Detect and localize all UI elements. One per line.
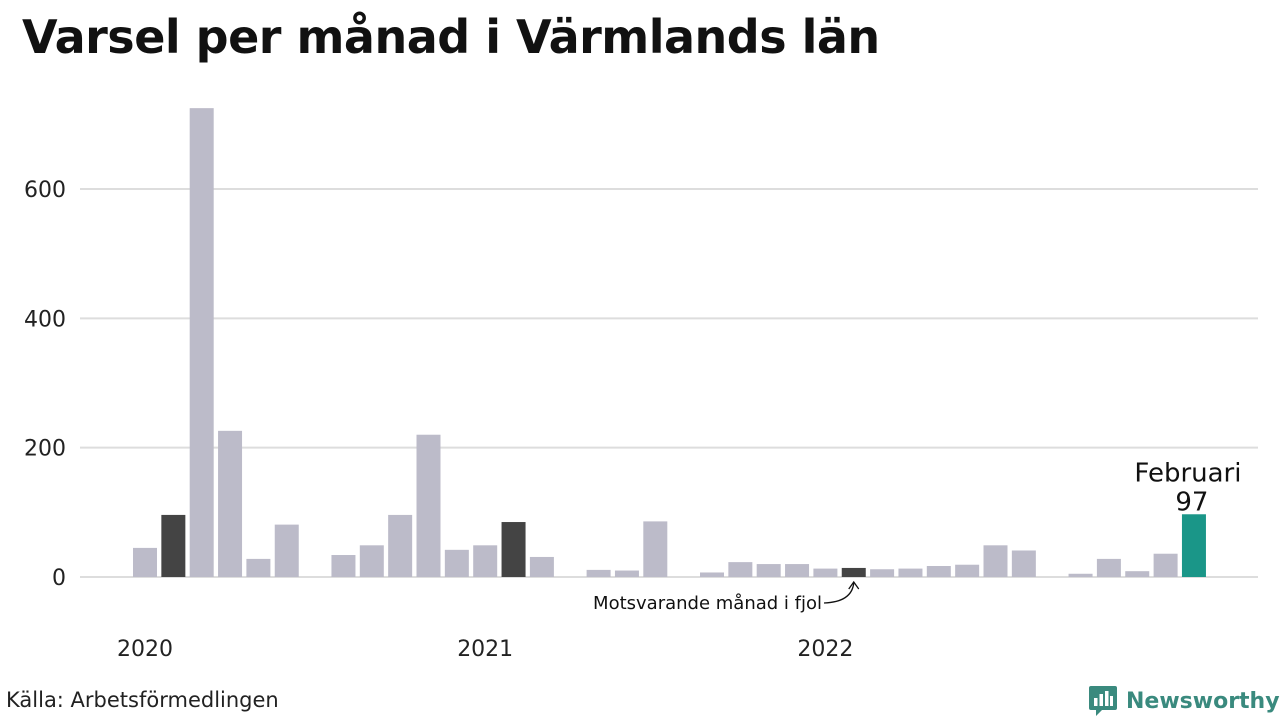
bar-latest-month [1181,514,1206,577]
bar-same-month [161,514,186,577]
source-note: Källa: Arbetsförmedlingen [6,688,279,712]
bar-same-month [841,567,866,577]
bar [473,545,498,577]
bar [955,564,980,577]
bar [586,569,611,577]
latest-month-label: Februari [1134,458,1241,488]
y-tick-label: 200 [24,437,66,462]
bars [133,108,1206,577]
bar [756,564,781,577]
bar [983,545,1008,577]
y-tick-label: 600 [24,178,66,203]
same-month-arrow-icon [823,582,855,604]
bar [700,572,724,577]
bar [218,430,243,577]
bar [785,564,810,577]
y-tick-label: 400 [24,307,66,332]
bar [1096,558,1121,577]
bar [359,545,384,577]
newsworthy-logo-icon [1089,686,1117,716]
brand-name: Newsworthy [1126,688,1280,714]
bar [898,568,923,577]
x-tick-label: 2021 [457,637,513,662]
bar [416,434,441,577]
bar [813,568,838,577]
bar [331,555,356,577]
bar [133,547,157,577]
bar [1011,550,1036,577]
bar [728,562,753,577]
x-tick-label: 2020 [117,637,173,662]
chart-title: Varsel per månad i Värmlands län [22,10,880,64]
bar [643,521,668,577]
x-tick-label: 2022 [797,637,853,662]
bar [444,549,469,577]
bar [274,524,299,577]
y-axis-ticks: 0 200 400 600 [24,178,66,591]
bar [189,108,214,577]
bar [529,556,554,577]
latest-value-label: 97 [1175,487,1208,517]
arrowhead-icon [848,580,860,590]
bar [870,569,895,577]
bar [926,566,951,577]
bar [614,570,639,577]
x-axis-year-labels: 2020 2021 2022 [117,637,853,662]
bar [1068,573,1093,577]
gridlines [80,187,1258,578]
brand-logo-block[interactable]: Newsworthy [1088,684,1280,718]
same-month-annotation: Motsvarande månad i fjol [593,593,822,614]
bar [246,558,271,577]
y-tick-label: 0 [52,566,66,591]
annotations: Motsvarande månad i fjol Februari 97 [593,458,1241,614]
bar [1153,553,1178,577]
bar [1125,571,1150,577]
bar [388,514,413,577]
bar-same-month [501,522,526,577]
